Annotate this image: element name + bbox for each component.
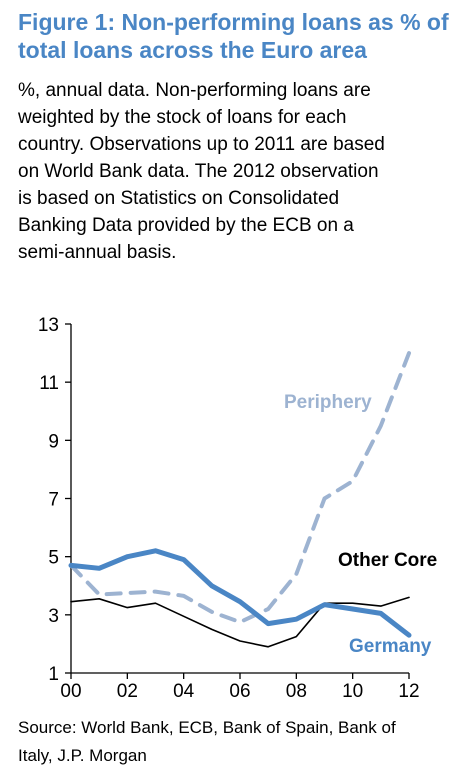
subtitle-line: country. Observations up to 2011 are bas… (18, 134, 385, 155)
x-tick-label: 10 (342, 681, 363, 702)
x-tick-label: 02 (117, 681, 138, 702)
chart-title-line-1: Figure 1: Non-performing loans as % of (18, 9, 449, 35)
subtitle-line: Banking Data provided by the ECB on a (18, 215, 354, 236)
series-lines (68, 351, 412, 648)
y-tick-label: 11 (39, 373, 59, 394)
x-tick-label: 08 (286, 681, 307, 702)
y-tick-label: 9 (48, 431, 59, 452)
subtitle-line: on World Bank data. The 2012 observation (18, 161, 379, 182)
chart-title-line-2: total loans across the Euro area (18, 37, 367, 63)
subtitle-line: is based on Statistics on Consolidated (18, 188, 340, 209)
source-line-1: Source: World Bank, ECB, Bank of Spain, … (18, 718, 396, 737)
series-label-periphery: Periphery (284, 392, 372, 413)
subtitle-line: weighted by the stock of loans for each (18, 107, 347, 128)
series-line-germany (68, 548, 412, 638)
y-tick-label: 13 (38, 315, 59, 336)
x-tick-label: 06 (229, 681, 250, 702)
subtitle-line: %, annual data. Non-performing loans are (18, 80, 371, 101)
y-tick-label: 7 (48, 490, 59, 511)
chart-subtitle: %, annual data. Non-performing loans are… (18, 77, 458, 266)
subtitle-line: semi-annual basis. (18, 242, 177, 263)
series-labels: Periphery Other Core Germany (284, 392, 437, 657)
y-tick-label: 5 (48, 548, 59, 569)
x-tick-label: 12 (398, 681, 419, 702)
series-line-other-core (70, 596, 410, 648)
x-tick-label: 00 (60, 681, 81, 702)
y-tick-label: 1 (48, 664, 59, 685)
series-label-germany: Germany (349, 636, 432, 657)
chart-title: Figure 1: Non-performing loans as % of t… (18, 8, 458, 64)
source-note: Source: World Bank, ECB, Bank of Spain, … (18, 714, 458, 770)
x-tick-label: 04 (173, 681, 195, 702)
series-label-other-core: Other Core (338, 550, 437, 571)
y-tick-label: 3 (48, 606, 59, 627)
source-line-2: Italy, J.P. Morgan (18, 746, 147, 765)
